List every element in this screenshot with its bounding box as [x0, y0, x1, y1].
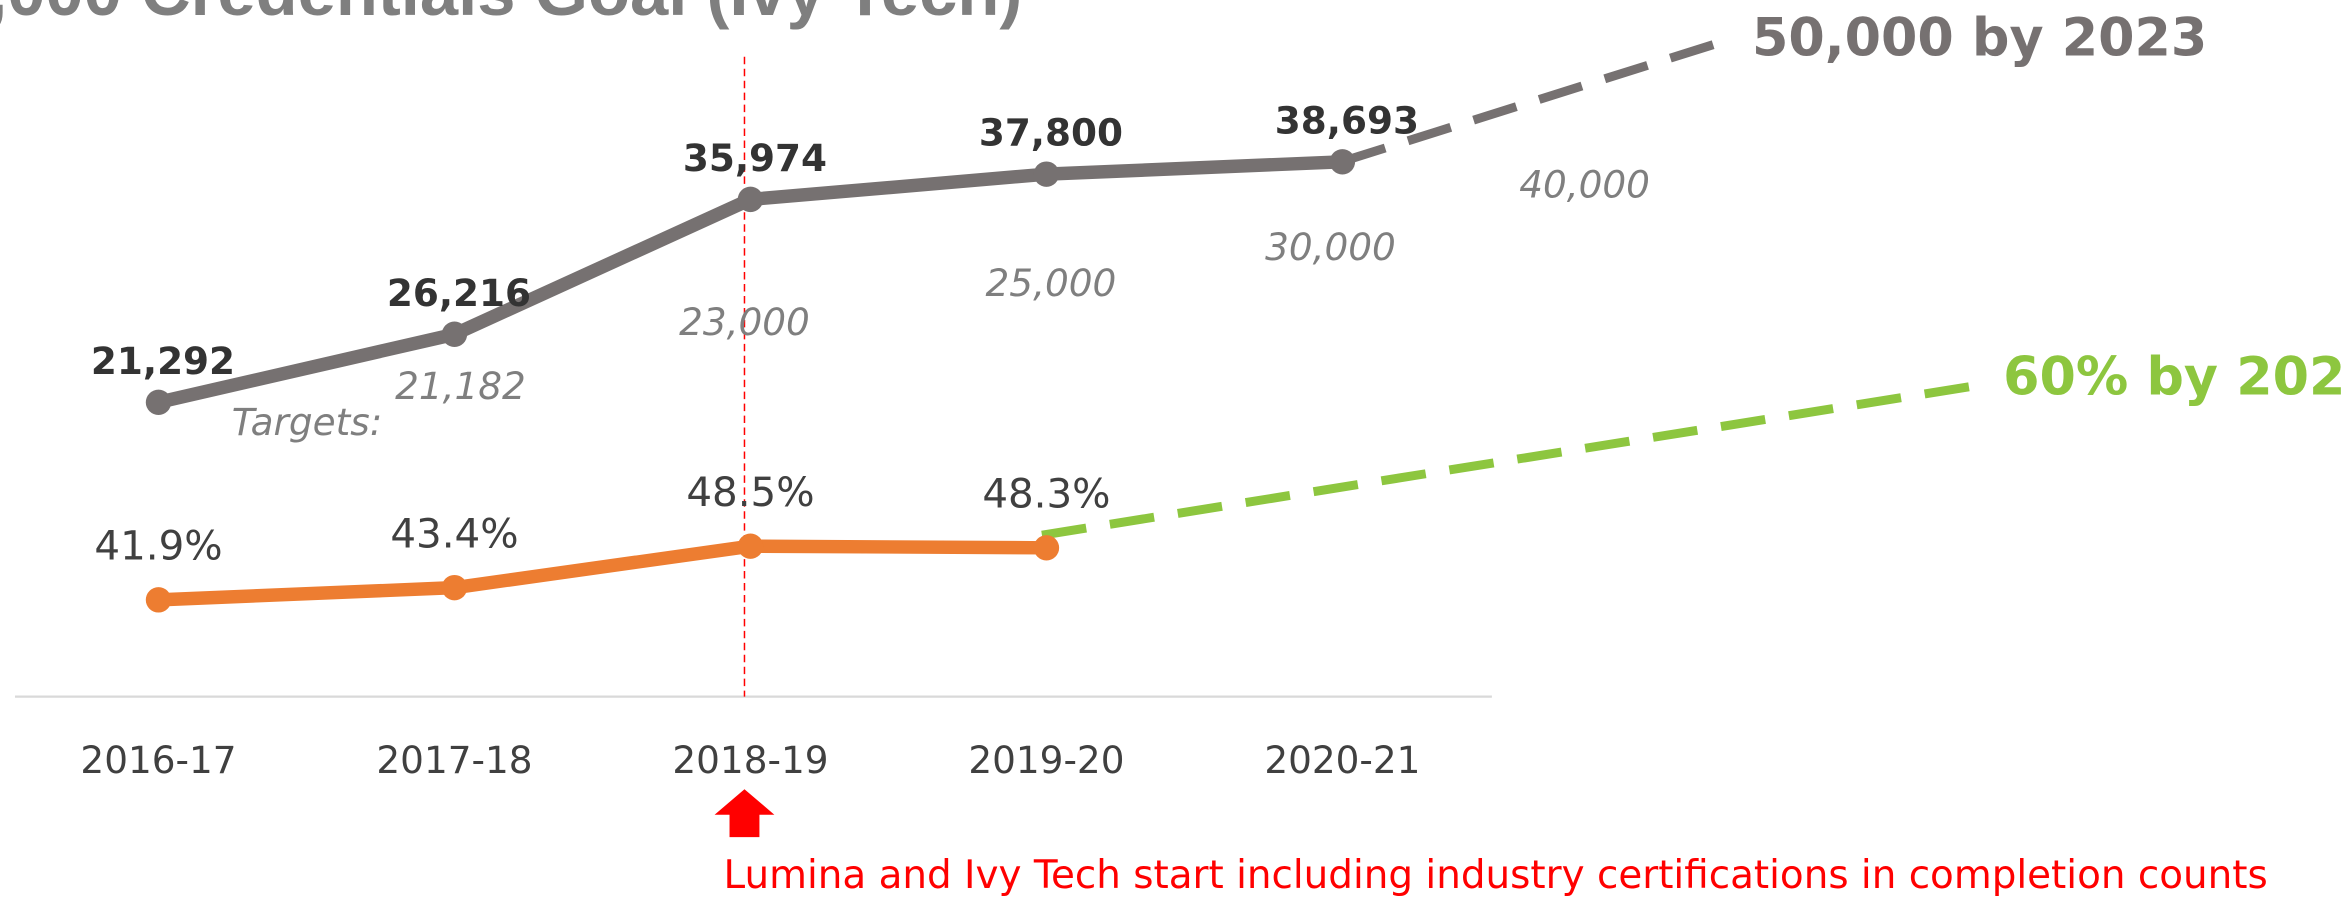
point: [145, 389, 172, 416]
x-tick-label: 2020-21: [1264, 738, 1420, 782]
data-label: 48.3%: [982, 470, 1110, 517]
point: [145, 587, 172, 613]
point: [441, 321, 468, 347]
point: [737, 186, 764, 213]
data-label: 41.9%: [94, 522, 222, 569]
target-label: 25,000: [986, 261, 1117, 305]
note: Lumina and Ivy Tech start including indu…: [724, 853, 2268, 898]
x-tick-label: 2016-17: [80, 738, 236, 782]
projection-attainment: [1041, 381, 1977, 540]
data-label: 37,800: [979, 111, 1123, 155]
target-label: 30,000: [1265, 225, 1396, 269]
targets-label: Targets:: [232, 400, 383, 444]
target-label: 40,000: [1519, 162, 1650, 206]
chart-title: ,000 Credentials Goal (Ivy Tech): [0, 0, 1022, 30]
data-label: 26,216: [387, 271, 531, 315]
point: [1033, 161, 1060, 187]
point: [1329, 149, 1356, 175]
x-tick-label: 2019-20: [968, 738, 1124, 782]
point: [737, 533, 764, 559]
x-tick-label: 2017-18: [376, 738, 532, 782]
point: [441, 574, 468, 601]
series-line: [158, 539, 1047, 607]
target-label: 23,000: [679, 300, 810, 344]
x-tick-label: 2018-19: [672, 738, 828, 782]
data-label: 43.4%: [390, 510, 518, 557]
goal-credentials: 50,000 by 2023: [1752, 7, 2207, 68]
data-label: 35,974: [683, 136, 827, 180]
data-label: 48.5%: [686, 469, 814, 516]
data-label: 38,693: [1275, 98, 1419, 142]
data-label: 21,292: [91, 339, 235, 383]
goal-attainment: 60% by 2025: [2003, 347, 2344, 408]
target-label: 21,182: [395, 364, 526, 408]
event-arrow: [714, 789, 775, 838]
point: [1033, 535, 1060, 561]
